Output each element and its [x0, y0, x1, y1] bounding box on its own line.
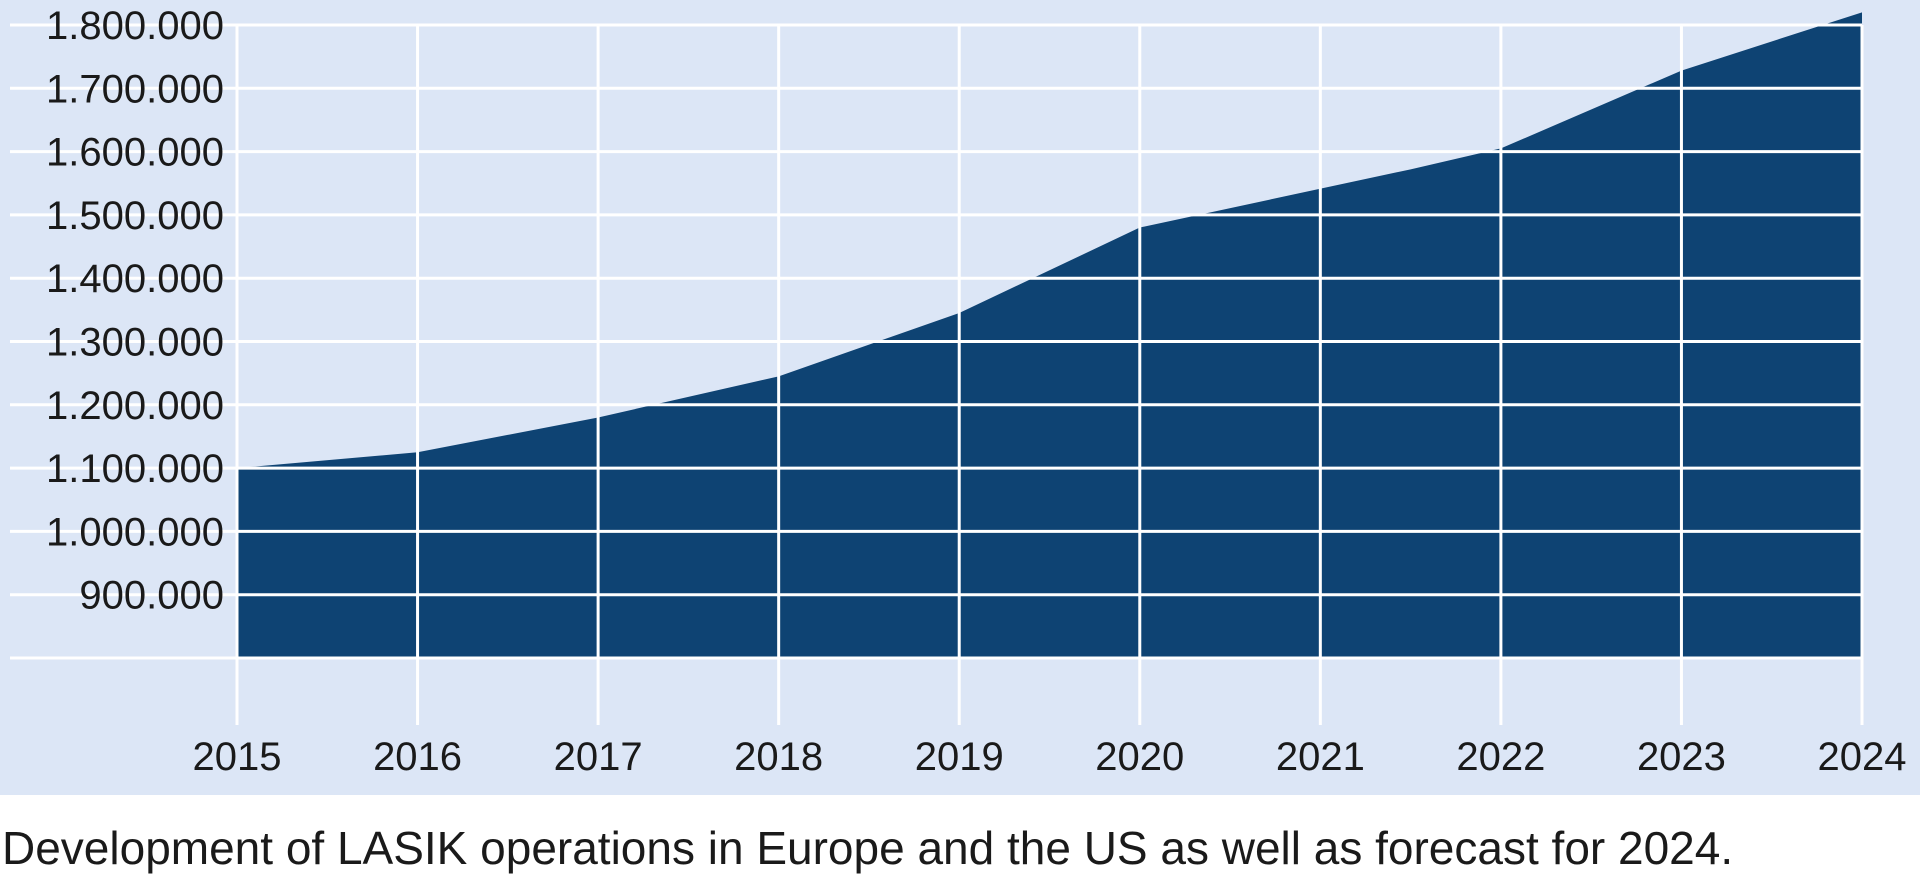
x-tick-label: 2024: [1818, 735, 1907, 779]
figure-caption: Development of LASIK operations in Europ…: [2, 822, 1734, 874]
horizontal-gridlines: [10, 23, 1862, 660]
y-tick-label: 1.700.000: [46, 67, 224, 111]
y-tick-label: 1.200.000: [46, 384, 224, 428]
y-tick-label: 900.000: [79, 574, 224, 618]
y-tick-label: 1.000.000: [46, 510, 224, 554]
area-chart: 900.000 1.000.000 1.100.000 1.200.000 1.300.…: [0, 0, 1920, 795]
x-tick-label: 2020: [1095, 735, 1184, 779]
x-tick-label: 2017: [554, 735, 643, 779]
y-tick-label: 1.800.000: [46, 4, 224, 48]
x-axis-tick-labels: 2015 2016 2017 2018 2019 2020 2021 2022 2023 2024: [193, 735, 1907, 779]
x-tick-label: 2018: [734, 735, 823, 779]
x-tick-label: 2016: [373, 735, 462, 779]
x-tick-label: 2015: [193, 735, 282, 779]
y-tick-label: 1.300.000: [46, 321, 224, 365]
chart-panel: 900.000 1.000.000 1.100.000 1.200.000 1.300.…: [0, 0, 1920, 795]
x-tick-label: 2023: [1637, 735, 1726, 779]
y-axis-tick-labels: 900.000 1.000.000 1.100.000 1.200.000 1.300.…: [46, 4, 224, 618]
vertical-gridlines: [235, 25, 1864, 725]
y-tick-label: 1.500.000: [46, 194, 224, 238]
y-tick-label: 1.400.000: [46, 257, 224, 301]
x-tick-label: 2022: [1456, 735, 1545, 779]
y-tick-label: 1.100.000: [46, 447, 224, 491]
y-tick-label: 1.600.000: [46, 131, 224, 175]
x-tick-label: 2021: [1276, 735, 1365, 779]
x-tick-label: 2019: [915, 735, 1004, 779]
series-area: [237, 12, 1862, 658]
